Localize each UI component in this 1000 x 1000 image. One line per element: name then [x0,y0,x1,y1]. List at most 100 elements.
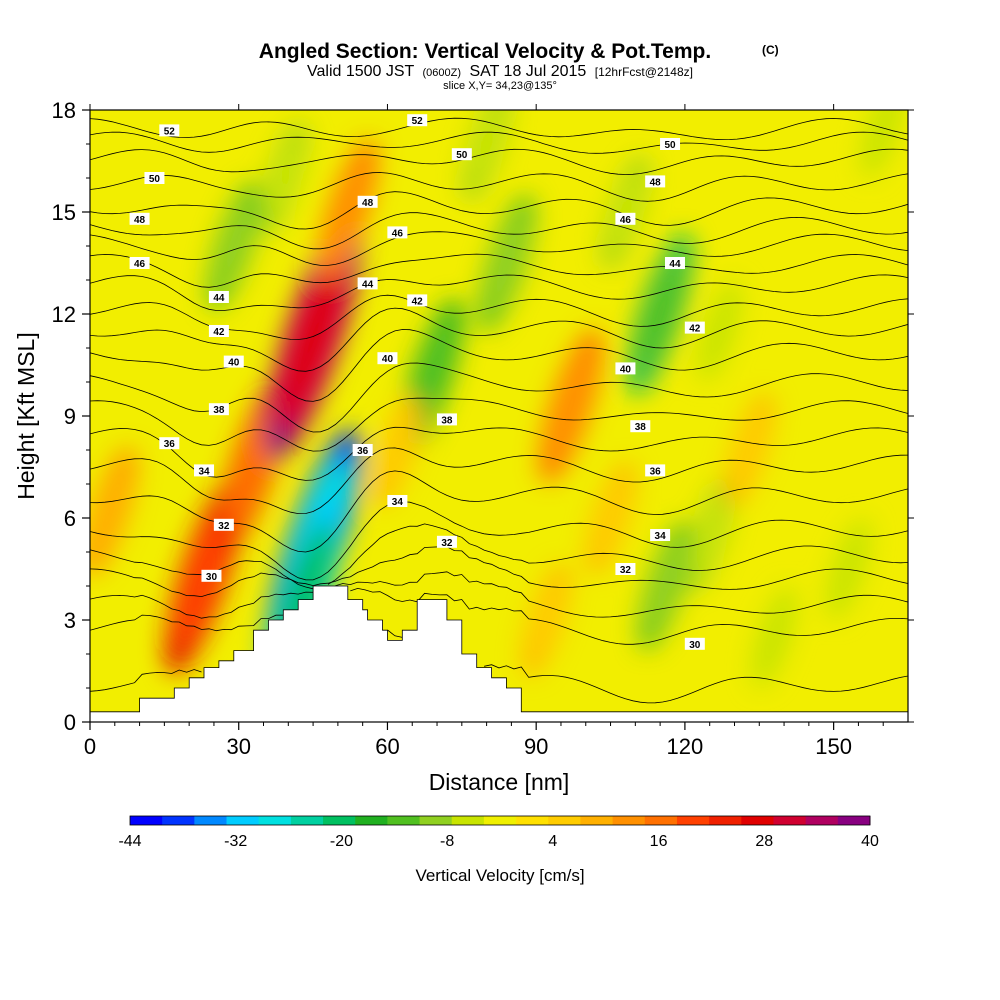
colorbar-swatch-14 [580,816,614,825]
contour-label-48-0: 48 [134,215,146,226]
contour-label-30-1: 30 [689,640,701,651]
colorbar-swatch-4 [258,816,292,825]
colorbar-frame [129,815,871,826]
contour-label-box-44-0 [208,291,229,303]
contour-label-38-0: 38 [213,405,225,416]
velocity-blob-6-1 [212,196,255,296]
colorbar-swatch-16 [644,816,678,825]
contour-label-box-34-0 [194,464,215,477]
contour-label-box-32-2 [615,563,636,575]
contour-label-box-46-1 [387,226,408,239]
theta-contour-42 [90,307,908,372]
contour-label-40-0: 40 [228,358,240,369]
y-tick-label-0: 0 [64,710,76,735]
velocity-blob-21-1 [527,577,565,663]
contour-label-box-34-2 [650,529,671,541]
velocity-blob-9-1 [484,210,529,316]
contour-label-box-42-2 [684,321,705,334]
contour-label-50-0: 50 [149,174,161,185]
contour-label-44-0: 44 [213,293,225,304]
colorbar-ticks: -44 -32 -20 -8 4 16 28 40 [118,833,879,850]
velocity-blob-24-1 [865,110,901,167]
subtitle-forecast: [12hrFcst@2148z] [595,65,693,79]
contour-label-box-36-1 [352,444,373,456]
theta-contour-45 [90,253,908,288]
velocity-blob-22-1 [592,475,630,561]
y-tick-label-12: 12 [52,302,76,327]
y-tick-label-6: 6 [64,506,76,531]
colorbar-label: Vertical Velocity [cm/s] [415,866,584,885]
contour-label-30-0: 30 [206,572,218,583]
contour-label-32-0: 32 [218,521,230,532]
theta-contour-49 [90,172,908,202]
contour-label-42-1: 42 [412,296,424,307]
colorbar-swatch-20 [773,816,807,825]
colorbar-swatch-12 [516,816,549,825]
contour-label-50-2: 50 [664,140,676,151]
contour-label-box-46-2 [615,212,636,225]
velocity-blob-2-1 [276,243,351,433]
contour-label-box-50-1 [451,148,472,161]
copyright-mark: (C) [762,43,779,57]
velocity-blob-19-1 [90,462,131,561]
contour-label-32-2: 32 [620,565,632,576]
contour-label-36-1: 36 [357,446,369,457]
contour-label-box-42-0 [208,325,229,337]
contour-label-box-48-0 [129,212,150,225]
velocity-blob-16-1 [691,492,729,578]
theta-contour-51 [90,131,908,154]
contour-label-46-0: 46 [134,259,146,270]
contour-label-box-36-0 [159,437,180,450]
contour-label-box-48-2 [645,175,666,188]
theta-contour-labels: 30 30 32 32 32 34 34 34 36 36 36 38 38 38 40 40 40 42 42 42… [129,114,705,651]
theta-contour-35 [90,501,908,581]
x-tick-label-150: 150 [815,734,852,759]
contour-label-box-50-2 [660,138,681,150]
contour-label-box-44-2 [664,257,685,269]
contour-label-box-38-1 [436,413,457,426]
contour-label-46-1: 46 [392,228,404,239]
velocity-blob-7-1 [264,135,302,221]
colorbar-swatch-1 [162,816,195,825]
colorbar-swatch-6 [323,816,356,825]
velocity-blob-23-1 [730,407,768,493]
colorbar-swatch-15 [612,816,646,825]
colorbar-tick-28: 28 [755,833,773,850]
slice-label: slice X,Y= 34,23@135° [443,80,557,92]
contour-label-46-2: 46 [620,215,632,226]
chart-subtitle: Valid 1500 JST (0600Z) SAT 18 Jul 2015 [… [307,63,693,80]
theta-contour-50 [90,148,908,175]
x-tick-label-0: 0 [84,734,96,759]
theta-contour-46 [90,231,908,266]
contour-label-box-32-1 [436,535,457,548]
contour-label-52-1: 52 [412,116,424,127]
colorbar-swatch-17 [676,816,710,825]
contour-label-box-36-2 [645,464,666,477]
velocity-blob-20-1 [378,407,416,493]
colorbar-tick--32: -32 [224,833,247,850]
theta-contours [90,117,908,704]
terrain [90,585,908,722]
x-axis: 0 30 60 90 120 150 [84,104,884,759]
contour-label-box-40-0 [223,355,244,368]
contour-label-38-2: 38 [635,422,647,433]
contour-label-34-2: 34 [655,531,667,542]
colorbar-swatch-5 [290,816,324,825]
contour-label-box-52-0 [159,124,180,137]
colorbar-swatch-2 [194,816,228,825]
colorbar-swatch-9 [419,816,453,825]
y-tick-label-3: 3 [64,608,76,633]
colorbar-swatch-22 [837,816,871,825]
theta-contour-33 [90,546,908,598]
contour-label-52-0: 52 [164,126,176,137]
contour-label-50-1: 50 [456,150,468,161]
colorbar-swatch-7 [355,816,388,825]
colorbar-swatch-11 [483,816,517,825]
theta-contour-44 [90,274,908,311]
subtitle-valid: Valid 1500 JST [307,63,415,80]
y-tick-label-15: 15 [52,200,76,225]
velocity-blob-12-1 [634,251,686,377]
colorbar-swatch-3 [226,816,260,825]
contour-label-box-30-0 [201,569,222,582]
